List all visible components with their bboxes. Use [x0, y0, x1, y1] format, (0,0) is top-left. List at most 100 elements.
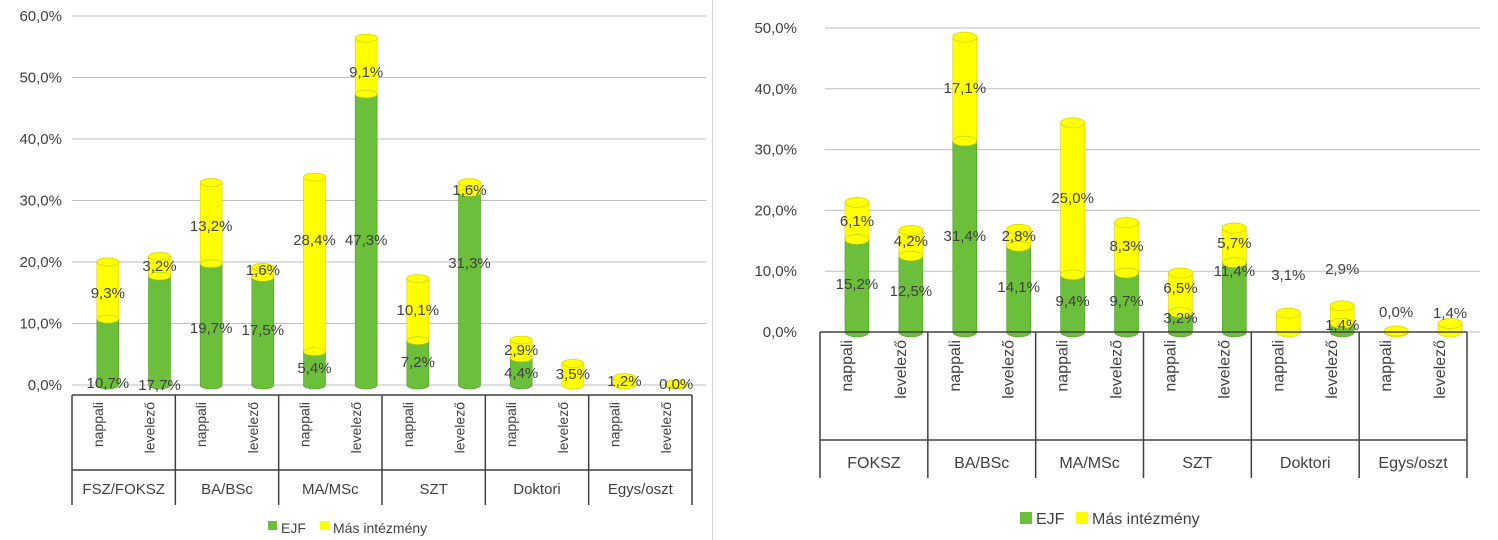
y-tick-label: 30,0%	[19, 193, 62, 210]
data-label-other: 3,2%	[142, 258, 176, 275]
data-label-other: 0,0%	[1379, 304, 1413, 321]
data-label-other: 6,5%	[1163, 280, 1197, 297]
x-subcategory-label: nappali	[90, 402, 106, 447]
x-subcategory-label: levelező	[1001, 340, 1018, 399]
x-group-label: SZT	[1182, 455, 1212, 472]
bar-ejf	[148, 275, 171, 390]
bar-seam	[251, 273, 275, 282]
bar-seam	[96, 314, 120, 324]
bar-ejf-body	[406, 340, 430, 390]
bar-other-top	[1329, 300, 1355, 312]
bar-ejf	[96, 318, 120, 390]
data-label-ejf: 9,7%	[1109, 293, 1143, 310]
x-group-label: Doktori	[513, 481, 561, 498]
bar-ejf-body	[509, 357, 533, 390]
bar-other	[664, 379, 688, 390]
legend-swatch-ejf	[1020, 512, 1032, 524]
chart-divider	[712, 0, 713, 540]
x-subcategory-label: levelező	[1324, 340, 1341, 399]
bar-other	[303, 172, 326, 357]
data-label-other: 2,9%	[504, 342, 538, 359]
bar-other-top	[664, 379, 688, 389]
y-tick-label: 10,0%	[754, 263, 797, 280]
data-label-other: 3,1%	[1271, 267, 1305, 284]
data-label-other: 6,1%	[840, 213, 874, 230]
bar-other-top	[561, 359, 585, 368]
bar-other-top	[952, 31, 978, 43]
x-subcategory-label: levelező	[1109, 340, 1126, 399]
y-tick-label: 20,0%	[19, 254, 62, 271]
x-group-label: Egys/oszt	[608, 481, 674, 498]
data-label-ejf: 17,7%	[138, 377, 181, 394]
x-group-label: Doktori	[1280, 455, 1331, 472]
data-label-other: 2,8%	[1002, 228, 1036, 245]
bar-other	[1275, 307, 1301, 338]
y-tick-label: 0,0%	[763, 324, 797, 341]
legend-swatch-other	[320, 521, 329, 530]
bar-other-top	[1437, 318, 1463, 329]
x-group-label: MA/MSc	[302, 481, 359, 498]
y-tick-label: 10,0%	[19, 316, 62, 333]
data-label-ejf: 11,4%	[1214, 263, 1255, 280]
bar-other-top	[1060, 117, 1086, 129]
bar-other	[354, 33, 378, 99]
data-label-other: 2,9%	[1325, 261, 1359, 278]
data-label-ejf: 12,5%	[890, 283, 933, 300]
bar-seam	[1222, 257, 1247, 268]
data-label-other: 17,1%	[944, 80, 987, 97]
bar-seam	[1114, 267, 1139, 279]
bar-seam	[354, 89, 378, 99]
bar-other	[1221, 222, 1247, 268]
chart-left: 0,0% 10,0% 20,0% 30,0% 40,0% 50,0% 60,0% 10,7% 9…	[19, 8, 706, 536]
legend: EJF Más intézmény	[268, 520, 427, 536]
x-group-label: BA/BSc	[201, 481, 253, 498]
bar-seam	[1329, 318, 1355, 329]
bar-ejf-body	[251, 277, 275, 390]
x-subcategory-label: levelező	[1216, 340, 1233, 399]
bar-other-top	[1168, 267, 1193, 279]
y-tick-label: 0,0%	[28, 377, 62, 394]
x-subcategory-label: nappali	[400, 402, 416, 447]
data-label-other: 25,0%	[1051, 190, 1094, 207]
bar-seam	[199, 259, 223, 269]
bar-other	[1329, 300, 1355, 329]
bar-other-top	[251, 263, 275, 272]
bar-other	[199, 178, 223, 269]
bar-seam	[1006, 241, 1031, 252]
data-label-other: 1,4%	[1433, 305, 1467, 322]
bar-seam	[898, 250, 924, 262]
bar-other-top	[199, 178, 223, 188]
legend: EJF Más intézmény	[1020, 511, 1200, 528]
data-label-other: 3,5%	[556, 366, 590, 383]
x-group-label: MA/MSc	[1059, 455, 1119, 472]
bar-other-body	[303, 176, 326, 357]
bar-other-top	[303, 172, 326, 182]
data-label-ejf: 17,5%	[242, 322, 285, 339]
x-subcategory-label: nappali	[1378, 340, 1395, 392]
x-subcategory-label: nappali	[1055, 340, 1072, 392]
legend-label-other: Más intézmény	[1092, 511, 1200, 528]
bar-other-top	[1383, 325, 1409, 337]
x-group-label: FOKSZ	[847, 455, 901, 472]
data-label-ejf: 31,4%	[944, 228, 987, 245]
bar-ejf	[509, 357, 533, 390]
bar-ejf-body	[458, 192, 481, 390]
data-label-other: 0,0%	[659, 376, 693, 393]
x-subcategory-label: nappali	[1162, 340, 1179, 392]
x-subcategory-label: levelező	[893, 340, 910, 399]
x-subcategory-label: levelező	[555, 402, 571, 454]
data-label-ejf: 10,7%	[87, 375, 130, 392]
bar-other	[1006, 223, 1032, 252]
data-label-other: 1,6%	[452, 182, 486, 199]
x-subcategory-label: levelező	[348, 402, 364, 454]
bar-other-top	[354, 33, 378, 43]
bar-other-top	[1114, 217, 1139, 228]
x-group-label: Egys/oszt	[1378, 455, 1448, 472]
bar-ejf-body	[148, 275, 171, 390]
bar-other	[898, 225, 924, 262]
x-group-label: SZT	[419, 481, 447, 498]
data-label-other: 28,4%	[293, 232, 336, 249]
data-label-other: 1,2%	[607, 373, 641, 390]
bar-other	[1168, 267, 1193, 318]
bar-other-top	[613, 373, 636, 383]
